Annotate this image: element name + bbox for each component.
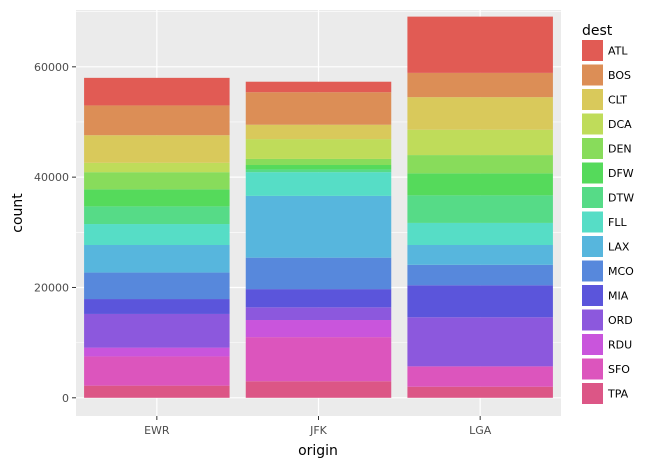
bar-segment-lga-dfw (407, 173, 553, 196)
x-axis: EWR JFK LGA (144, 416, 492, 437)
x-tick-label: LGA (469, 424, 492, 437)
bar-segment-ewr-dtw (84, 206, 230, 225)
legend: dest ATL BOS CLT DCA DEN DFW DTW FLL LAX MCO MIA OR… (582, 23, 634, 404)
legend-label: TPA (607, 388, 629, 401)
bar-segment-jfk-mia (245, 289, 392, 308)
bar-segment-lga-atl (407, 16, 553, 73)
legend-key-den (582, 138, 603, 159)
x-tick-label: JFK (309, 424, 328, 437)
legend-label: SFO (608, 363, 630, 376)
bar-segment-ewr-dfw (84, 189, 230, 207)
bar-segment-lga-clt (407, 97, 553, 130)
bar-segment-jfk-fll (245, 172, 392, 196)
legend-key-sfo (582, 358, 603, 380)
bar-segment-lga-bos (407, 72, 553, 98)
legend-label: DFW (608, 167, 634, 180)
bar-segment-lga-den (407, 155, 553, 174)
bar-segment-lga-tpa (407, 386, 553, 398)
bar-segment-ewr-rdu (84, 347, 230, 357)
bar-segment-jfk-sfo (245, 337, 392, 382)
bar-segment-lga-sfo (407, 366, 553, 387)
legend-label: RDU (608, 339, 632, 352)
legend-label: DCA (608, 118, 632, 131)
bar-segment-ewr-tpa (84, 385, 230, 398)
bar-segment-lga-dca (407, 129, 553, 156)
bar-segment-jfk-den (245, 158, 392, 166)
bar-segment-jfk-rdu (245, 320, 392, 338)
legend-label: DTW (608, 192, 634, 205)
legend-key-ord (582, 309, 603, 331)
bar-segment-jfk-tpa (245, 381, 392, 398)
bar-segment-lga-ord (407, 317, 553, 367)
bar-segment-ewr-dca (84, 162, 230, 173)
y-axis: 0 20000 40000 60000 (34, 61, 76, 405)
legend-key-tpa (582, 383, 603, 404)
legend-label: CLT (608, 94, 627, 107)
legend-key-lax (582, 236, 603, 257)
bar-segment-jfk-dfw (245, 165, 392, 170)
bar-segment-ewr-mco (84, 272, 230, 300)
bar-segment-ewr-ord (84, 313, 230, 348)
legend-label: ATL (608, 45, 628, 58)
bar-segment-ewr-atl (84, 77, 230, 106)
bar-segment-ewr-lax (84, 244, 230, 273)
legend-label: BOS (608, 69, 631, 82)
legend-key-fll (582, 211, 603, 233)
bar-segment-ewr-fll (84, 224, 230, 245)
bar-segment-jfk-dca (245, 139, 392, 159)
bar-segment-ewr-den (84, 172, 230, 190)
y-tick-label: 20000 (34, 281, 69, 294)
bar-segment-jfk-dtw (245, 169, 392, 173)
legend-key-mco (582, 260, 603, 282)
legend-label: DEN (608, 143, 632, 156)
legend-label: MCO (608, 265, 634, 278)
y-tick-label: 40000 (34, 171, 69, 184)
bar-segment-lga-fll (407, 222, 553, 245)
legend-label: LAX (608, 241, 630, 254)
legend-key-dca (582, 113, 603, 135)
bar-segment-jfk-atl (245, 81, 392, 93)
bar-segment-jfk-mco (245, 257, 392, 290)
x-axis-title: origin (298, 443, 338, 459)
legend-key-rdu (582, 334, 603, 355)
bar-segment-jfk-bos (245, 92, 392, 125)
legend-key-bos (582, 64, 603, 86)
bar-segment-ewr-clt (84, 135, 230, 163)
y-axis-title: count (10, 193, 26, 233)
legend-title: dest (582, 23, 613, 39)
x-tick-label: EWR (144, 424, 170, 437)
legend-label: MIA (608, 290, 629, 303)
legend-key-atl (582, 40, 603, 61)
bar-segment-lga-mco (407, 264, 553, 286)
bar-segment-jfk-lax (245, 195, 392, 258)
bar-segment-lga-lax (407, 244, 553, 265)
bar-segment-ewr-bos (84, 105, 230, 136)
bar-segment-ewr-mia (84, 299, 230, 314)
legend-key-clt (582, 89, 603, 110)
legend-key-dtw (582, 187, 603, 208)
bar-segment-lga-mia (407, 285, 553, 318)
legend-key-dfw (582, 162, 603, 184)
bar-segment-ewr-sfo (84, 356, 230, 386)
legend-label: ORD (608, 314, 633, 327)
bar-segment-lga-dtw (407, 195, 553, 223)
y-tick-label: 60000 (34, 61, 69, 74)
legend-label: FLL (608, 216, 627, 229)
bar-segment-jfk-ord (245, 307, 392, 321)
legend-key-mia (582, 285, 603, 306)
y-tick-label: 0 (62, 392, 69, 405)
bar-segment-jfk-clt (245, 124, 392, 140)
bars (84, 16, 553, 398)
